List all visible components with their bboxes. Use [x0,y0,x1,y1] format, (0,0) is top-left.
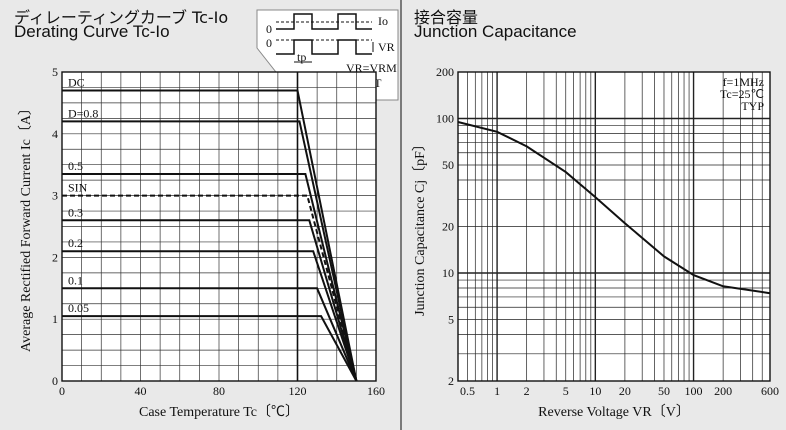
x-tick-label: 1 [494,384,500,398]
inset-vr-label: VR [378,40,395,54]
inset-zero-bottom: 0 [266,36,272,50]
right-title-jp: 接合容量 [414,8,479,27]
y-tick-label: 3 [52,189,58,203]
x-tick-label: 120 [289,384,307,398]
y-tick-label: 1 [52,312,58,326]
series-label: 0.1 [68,273,83,287]
y-tick-label: 100 [436,112,454,126]
series-line [62,250,358,382]
y-tick-label: 50 [442,158,454,172]
series-label: DC [68,76,85,90]
series-line [62,173,358,382]
x-tick-label: 10 [589,384,601,398]
right-title-en: Junction Capacitance [414,22,577,41]
condition-label: TYP [741,99,764,113]
series-line [62,120,358,382]
y-tick-label: 0 [52,374,58,388]
left-title-en: Derating Curve Tc-Io [14,22,170,41]
series-label: SIN [68,181,88,195]
inset-zero-top: 0 [266,22,272,36]
y-tick-label: 10 [442,266,454,280]
junction-capacitance-panel: 接合容量 Junction Capacitance f=1MHz Tc=25℃ TY… [402,0,786,430]
series-label: D=0.8 [68,106,98,120]
y-tick-label: 200 [436,65,454,79]
capacitance-curve [457,121,771,295]
x-tick-label: 0 [59,384,65,398]
x-tick-label: 160 [367,384,385,398]
x-axis-label: Reverse Voltage VR〔V〕 [538,404,690,420]
y-tick-label: 5 [52,65,58,79]
x-tick-label: 0.5 [460,384,475,398]
inset-tp-label: tp [297,50,306,64]
series-label: 0.2 [68,236,83,250]
y-tick-label: 20 [442,220,454,234]
series-label: 0.5 [68,159,83,173]
derating-frame [61,71,377,382]
x-tick-label: 200 [714,384,732,398]
y-axis-label: Average Rectified Forward Current Ic〔A〕 [18,101,34,352]
x-tick-label: 5 [563,384,569,398]
x-tick-label: 20 [619,384,631,398]
series-line [62,219,358,382]
derating-chart: 0 0 Io VR tp T VR=VRM D=tp/T DCD=0.80.5S… [18,9,399,420]
y-tick-label: 2 [52,250,58,264]
x-tick-label: 80 [213,384,225,398]
series-line [62,287,358,382]
left-title-jp: ディレーティングカーブ Tc-Io [14,8,229,27]
series-label: 0.05 [68,301,89,315]
capacitance-frame [457,71,771,382]
x-tick-label: 600 [761,384,779,398]
series-label: 0.3 [68,205,83,219]
condition-label: Tc=25℃ [720,87,764,101]
y-tick-label: 2 [448,374,454,388]
x-axis-label: Case Temperature Tc〔℃〕 [139,404,299,420]
series-line [62,315,358,382]
inset-io-label: Io [378,14,388,28]
x-tick-label: 2 [524,384,530,398]
y-axis-label: Junction Capacitance Cj〔pF〕 [412,137,428,316]
x-tick-label: 100 [685,384,703,398]
condition-label: f=1MHz [723,75,764,89]
y-tick-label: 5 [448,313,454,327]
y-tick-label: 4 [52,127,58,141]
derating-curve-panel: ディレーティングカーブ Tc-Io Derating Curve Tc-Io 0… [14,0,402,430]
series-line [62,89,358,382]
derating-plot: DC D=0.8 0.5 SIN 0.3 0.2 0.1 0.05 [61,71,377,382]
x-tick-label: 50 [658,384,670,398]
x-tick-label: 40 [135,384,147,398]
series-line [62,194,358,382]
